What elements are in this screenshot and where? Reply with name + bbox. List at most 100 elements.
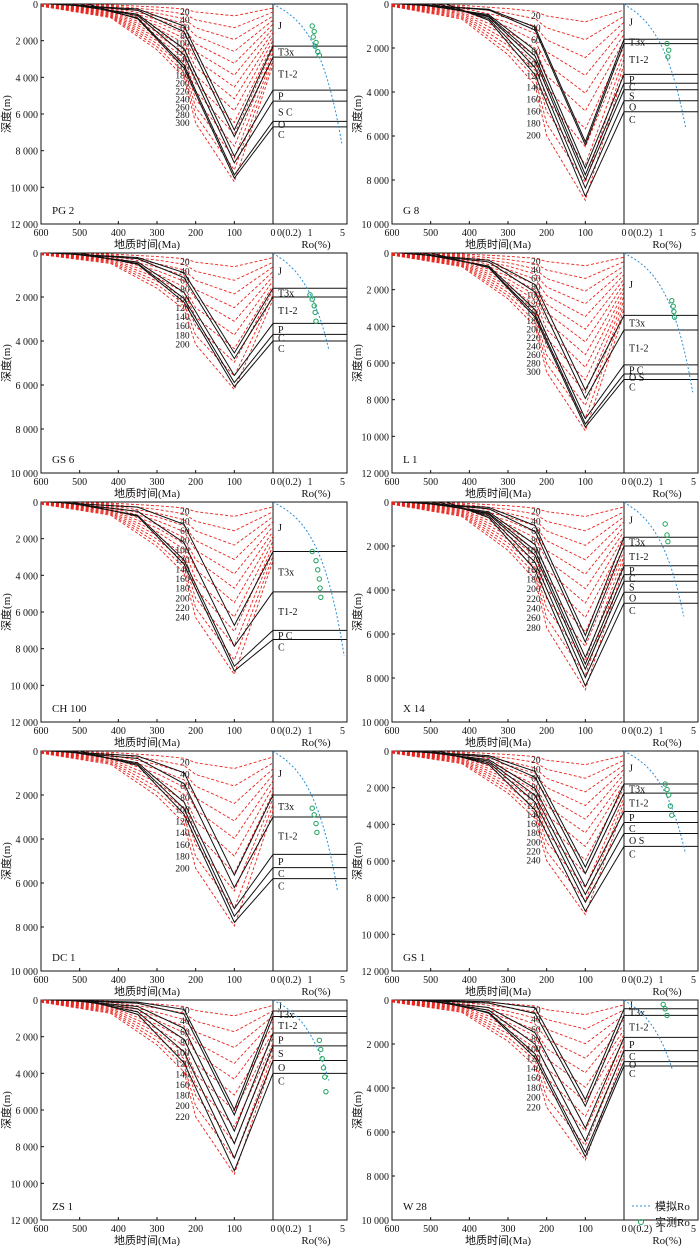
isotherm-label: 180 bbox=[175, 72, 190, 82]
isotherm-line bbox=[40, 4, 274, 88]
burial-curve bbox=[399, 999, 625, 1101]
isotherm-label: 20 bbox=[180, 759, 190, 769]
isotherm-label: 220 bbox=[526, 1103, 541, 1113]
well-label: DC 1 bbox=[52, 952, 76, 964]
isotherm-line bbox=[391, 254, 625, 432]
x-axis-label: 地质时间(Ma) bbox=[114, 736, 180, 749]
isotherm-label: 60 bbox=[180, 1028, 190, 1038]
x-tick-label: 500 bbox=[72, 975, 87, 986]
stratum-label: C bbox=[629, 115, 636, 126]
stratum-label: C bbox=[278, 130, 285, 141]
measured-ro-point bbox=[660, 1001, 666, 1008]
burial-curve bbox=[56, 3, 274, 138]
burial-curve bbox=[64, 750, 274, 910]
burial-curve bbox=[79, 750, 274, 924]
isotherm-line bbox=[40, 502, 274, 546]
burial-curve bbox=[399, 501, 625, 637]
x-tick-label: 300 bbox=[150, 1224, 165, 1235]
isotherm-label: 280 bbox=[526, 360, 541, 370]
stratum-label: C bbox=[629, 824, 636, 835]
ro-axis-label: Ro(%) bbox=[652, 488, 682, 500]
stratum-label: S bbox=[629, 583, 635, 594]
ro-axis-label: Ro(%) bbox=[652, 737, 682, 749]
x-tick-label: 0 bbox=[271, 477, 276, 488]
y-tick-label: 4 000 bbox=[367, 322, 390, 333]
ro-tick-label: 1 bbox=[308, 726, 313, 737]
y-tick-label: 6 000 bbox=[16, 110, 39, 121]
ro-tick-label: 1 bbox=[659, 975, 664, 986]
stratum-label: T3x bbox=[629, 538, 645, 549]
isotherm-label: 160 bbox=[175, 575, 190, 585]
isotherm-label: 180 bbox=[175, 853, 190, 863]
isotherm-label: 280 bbox=[175, 111, 190, 121]
isotherm-label: 240 bbox=[526, 857, 541, 867]
isotherm-label: 220 bbox=[526, 334, 541, 344]
burial-curve bbox=[48, 750, 274, 877]
isotherm-label: 220 bbox=[526, 847, 541, 857]
x-tick-label: 600 bbox=[385, 975, 400, 986]
isotherm-line bbox=[391, 4, 625, 76]
stratum-label: T3x bbox=[629, 319, 645, 330]
x-axis-label: 地质时间(Ma) bbox=[465, 736, 531, 749]
y-tick-label: 0 bbox=[33, 0, 38, 11]
y-tick-label: 10 000 bbox=[11, 469, 39, 480]
ro-tick-label: 0(0.2) bbox=[277, 477, 301, 488]
burial-curve bbox=[407, 501, 625, 644]
ro-axis-label: Ro(%) bbox=[301, 488, 331, 500]
isotherm-label: 40 bbox=[180, 517, 190, 527]
well-label: GS 6 bbox=[52, 454, 75, 466]
isotherm-label: 120 bbox=[175, 304, 190, 314]
isotherm-line bbox=[391, 5, 625, 130]
burial-curve bbox=[399, 252, 625, 392]
y-tick-label: 8 000 bbox=[367, 894, 390, 905]
stratum-label: J bbox=[629, 280, 633, 291]
measured-ro-point bbox=[318, 594, 324, 601]
measured-ro-point bbox=[671, 308, 677, 315]
y-tick-label: 6 000 bbox=[367, 359, 390, 370]
isotherm-label: 20 bbox=[180, 8, 190, 18]
isotherm-line bbox=[391, 4, 625, 112]
ro-tick-label: 1 bbox=[308, 228, 313, 239]
burial-curve bbox=[71, 501, 274, 672]
isotherm-label: 220 bbox=[175, 87, 190, 97]
isotherm-label: 80 bbox=[180, 794, 190, 804]
y-tick-label: 4 000 bbox=[16, 571, 39, 582]
ro-tick-label: 1 bbox=[308, 477, 313, 488]
stratum-label: P bbox=[629, 813, 635, 824]
y-tick-label: 10 000 bbox=[11, 967, 39, 978]
isotherm-line bbox=[391, 503, 625, 633]
y-tick-label: 10 000 bbox=[362, 432, 390, 443]
stratum-label: J bbox=[278, 21, 282, 32]
stratum-label: C bbox=[278, 1076, 285, 1087]
isotherm-line bbox=[391, 750, 625, 779]
isotherm-line bbox=[40, 752, 274, 927]
burial-curve bbox=[48, 252, 274, 354]
burial-curve bbox=[407, 3, 625, 147]
burial-curve bbox=[71, 999, 274, 1145]
isotherm-label: 120 bbox=[526, 300, 541, 310]
isotherm-line bbox=[391, 503, 625, 648]
burial-curve bbox=[438, 999, 625, 1158]
isotherm-line bbox=[391, 752, 625, 902]
measured-ro-point bbox=[314, 829, 320, 836]
isotherm-line bbox=[391, 751, 625, 834]
isotherm-line bbox=[391, 751, 625, 807]
isotherm-line bbox=[391, 254, 625, 381]
x-tick-label: 400 bbox=[462, 477, 477, 488]
isotherm-label: 140 bbox=[175, 565, 190, 575]
y-tick-label: 6 000 bbox=[16, 608, 39, 619]
measured-ro-point bbox=[320, 1065, 327, 1071]
y-tick-label: 4 000 bbox=[367, 1084, 390, 1095]
y-tick-label: 6 000 bbox=[367, 132, 390, 143]
ro-tick-label: 0(0.2) bbox=[628, 975, 652, 986]
stratum-label: O bbox=[629, 594, 636, 605]
stratum-label: P bbox=[629, 75, 635, 86]
x-tick-label: 0 bbox=[271, 975, 276, 986]
x-axis-label: 地质时间(Ma) bbox=[114, 487, 180, 500]
x-tick-label: 600 bbox=[385, 726, 400, 737]
measured-ro-point bbox=[323, 1088, 329, 1095]
x-axis-label: 地质时间(Ma) bbox=[114, 985, 180, 998]
